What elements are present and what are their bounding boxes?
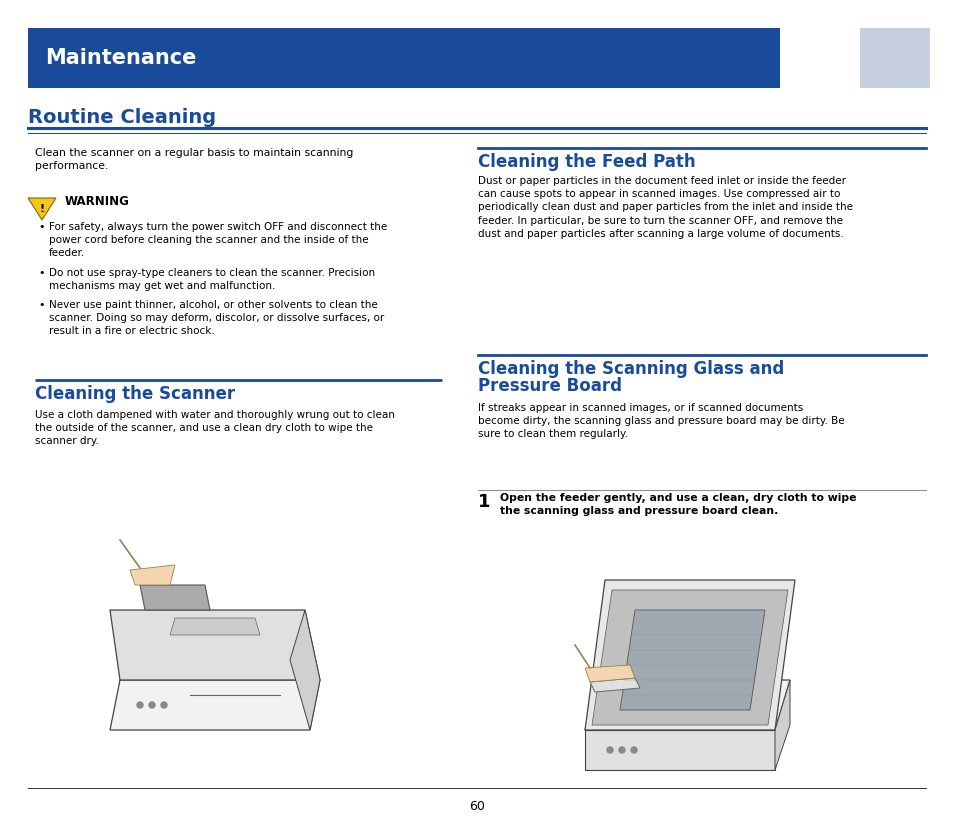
Text: Maintenance: Maintenance	[45, 48, 196, 68]
Polygon shape	[584, 730, 774, 770]
Text: Never use paint thinner, alcohol, or other solvents to clean the
scanner. Doing : Never use paint thinner, alcohol, or oth…	[49, 300, 384, 336]
Text: •: •	[38, 300, 45, 310]
Polygon shape	[290, 610, 319, 730]
Text: Use a cloth dampened with water and thoroughly wrung out to clean
the outside of: Use a cloth dampened with water and thor…	[35, 410, 395, 447]
Polygon shape	[170, 618, 260, 635]
Polygon shape	[130, 565, 174, 585]
Polygon shape	[584, 680, 789, 730]
Polygon shape	[774, 680, 789, 770]
Circle shape	[149, 702, 154, 708]
Polygon shape	[829, 28, 879, 88]
Polygon shape	[592, 590, 787, 725]
Circle shape	[618, 747, 624, 753]
Polygon shape	[589, 678, 639, 692]
Circle shape	[161, 702, 167, 708]
Text: Cleaning the Scanner: Cleaning the Scanner	[35, 385, 234, 403]
Polygon shape	[584, 665, 635, 682]
Text: Routine Cleaning: Routine Cleaning	[28, 108, 216, 127]
Polygon shape	[604, 685, 774, 720]
Text: 60: 60	[469, 800, 484, 813]
Text: Cleaning the Scanning Glass and: Cleaning the Scanning Glass and	[477, 360, 783, 378]
Polygon shape	[110, 680, 319, 730]
Bar	[28, 28, 780, 88]
Polygon shape	[28, 198, 56, 220]
Text: •: •	[38, 222, 45, 232]
Circle shape	[606, 747, 613, 753]
Text: Open the feeder gently, and use a clean, dry cloth to wipe
the scanning glass an: Open the feeder gently, and use a clean,…	[499, 493, 856, 516]
Text: Do not use spray-type cleaners to clean the scanner. Precision
mechanisms may ge: Do not use spray-type cleaners to clean …	[49, 268, 375, 291]
Text: !: !	[39, 204, 45, 214]
Polygon shape	[584, 580, 794, 730]
Text: •: •	[38, 268, 45, 278]
Text: For safety, always turn the power switch OFF and disconnect the
power cord befor: For safety, always turn the power switch…	[49, 222, 387, 258]
Polygon shape	[804, 28, 854, 88]
Text: Pressure Board: Pressure Board	[477, 377, 621, 395]
Polygon shape	[110, 610, 319, 680]
Circle shape	[630, 747, 637, 753]
Text: 1: 1	[477, 493, 490, 511]
Polygon shape	[619, 610, 764, 710]
Circle shape	[137, 702, 143, 708]
Text: Cleaning the Feed Path: Cleaning the Feed Path	[477, 153, 695, 171]
Text: If streaks appear in scanned images, or if scanned documents
become dirty, the s: If streaks appear in scanned images, or …	[477, 403, 843, 439]
Text: WARNING: WARNING	[65, 195, 130, 208]
Polygon shape	[140, 585, 210, 610]
Bar	[859, 28, 929, 88]
Text: Clean the scanner on a regular basis to maintain scanning
performance.: Clean the scanner on a regular basis to …	[35, 148, 353, 171]
Text: Dust or paper particles in the document feed inlet or inside the feeder
can caus: Dust or paper particles in the document …	[477, 176, 852, 239]
